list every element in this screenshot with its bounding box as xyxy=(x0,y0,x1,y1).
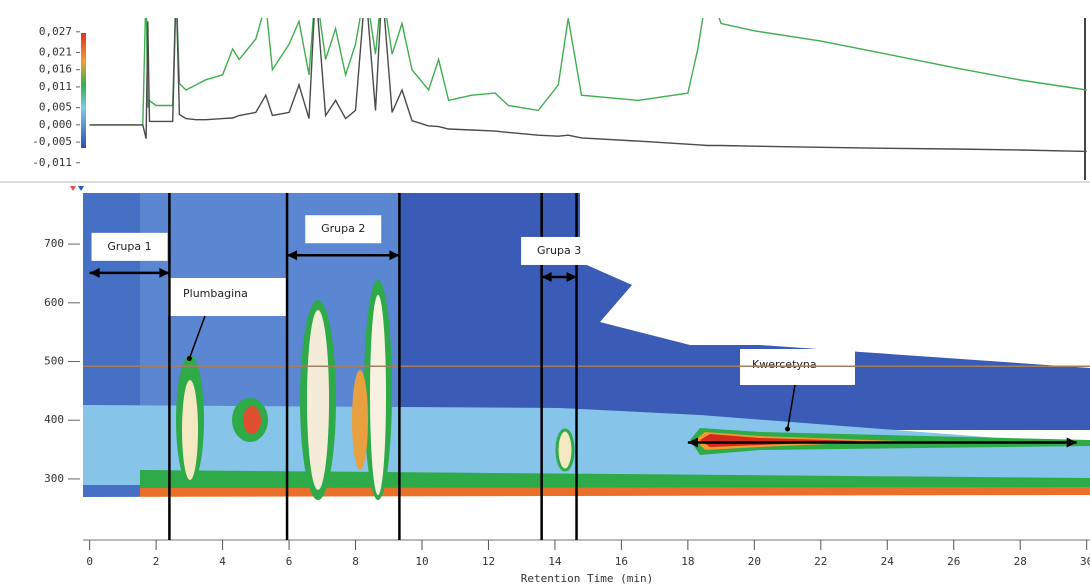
y-tick-label: 0,005 xyxy=(39,101,72,114)
x-tick-label: 16 xyxy=(615,555,628,568)
group-label: Grupa 2 xyxy=(321,222,365,235)
y-tick-label: 0,000 xyxy=(39,118,72,131)
annotation-tip xyxy=(785,427,790,432)
x-tick-label: 28 xyxy=(1014,555,1027,568)
y-tick-label: 0,027 xyxy=(39,25,72,38)
y-tick-label: 0,011 xyxy=(39,80,72,93)
x-tick-label: 24 xyxy=(881,555,895,568)
x-tick-label: 14 xyxy=(548,555,562,568)
contour-peak xyxy=(307,310,329,490)
x-tick-label: 30 xyxy=(1080,555,1090,568)
x-tick-label: 4 xyxy=(219,555,226,568)
y-tick-label: 0,016 xyxy=(39,63,72,76)
y-tick-label: -0,005 xyxy=(32,135,72,148)
x-tick-label: 18 xyxy=(681,555,694,568)
y-tick-label: 500 xyxy=(44,355,64,368)
contour-peak xyxy=(370,295,386,495)
x-tick-label: 6 xyxy=(286,555,293,568)
x-tick-label: 20 xyxy=(748,555,761,568)
y-tick-label: -0,011 xyxy=(32,156,72,169)
figure: Retention Time (min) Plumbagina Kwercety… xyxy=(0,0,1090,586)
group-label: Grupa 1 xyxy=(107,240,151,253)
annotation: Plumbagina xyxy=(183,287,248,300)
color-bar xyxy=(81,33,86,148)
x-tick-label: 10 xyxy=(415,555,428,568)
y-tick-label: 400 xyxy=(44,413,64,426)
contour-peak xyxy=(243,406,261,434)
top-panel xyxy=(83,18,1090,180)
x-tick-label: 26 xyxy=(947,555,960,568)
contour-bg xyxy=(83,495,1090,540)
x-tick-label: 8 xyxy=(352,555,359,568)
x-tick-label: 22 xyxy=(814,555,827,568)
contour-peak xyxy=(557,430,573,470)
annotation-tip xyxy=(187,356,192,361)
x-axis-title: Retention Time (min) xyxy=(521,572,653,585)
annotation: Kwercetyna xyxy=(752,358,817,371)
y-tick-label: 300 xyxy=(44,472,64,485)
x-tick-label: 12 xyxy=(482,555,495,568)
y-tick-label: 600 xyxy=(44,296,64,309)
group-label: Grupa 3 xyxy=(537,244,581,257)
x-tick-label: 2 xyxy=(153,555,160,568)
contour-peak xyxy=(182,380,198,480)
contour-peak xyxy=(352,370,368,470)
marker-icon xyxy=(78,186,84,191)
marker-icon xyxy=(70,186,76,191)
y-tick-label: 700 xyxy=(44,237,64,250)
y-tick-label: 0,021 xyxy=(39,45,72,58)
x-tick-label: 0 xyxy=(86,555,93,568)
